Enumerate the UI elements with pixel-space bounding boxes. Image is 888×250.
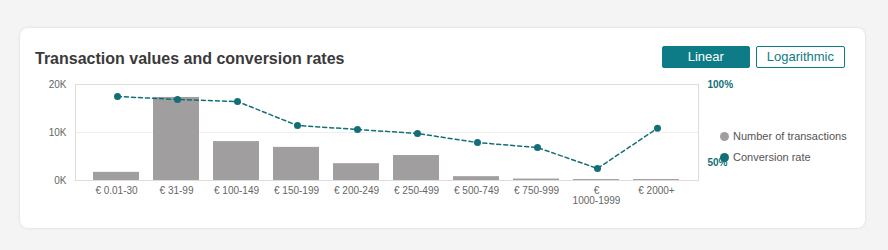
html-text:Conversion rate: Conversion rate xyxy=(733,151,811,163)
svg-text:€ 100-149: € 100-149 xyxy=(214,185,259,196)
html-text:Number of transactions: Number of transactions xyxy=(733,130,847,142)
svg-text:50%: 50% xyxy=(707,156,728,168)
svg-text:€ 0.01-30: € 0.01-30 xyxy=(95,185,138,196)
svg-text:100%: 100% xyxy=(708,79,734,90)
svg-text:€ 750-999: € 750-999 xyxy=(514,185,559,196)
svg-text:€ 2000+: € 2000+ xyxy=(638,185,675,196)
svg-text:€ 200-249: € 200-249 xyxy=(334,185,379,196)
svg-text:10K: 10K xyxy=(49,127,67,138)
svg-text:€1000-1999: €1000-1999 xyxy=(573,185,621,206)
html-text:Linear: Linear xyxy=(687,49,724,64)
svg-text:20K: 20K xyxy=(49,79,67,90)
svg-text:€ 250-499: € 250-499 xyxy=(394,185,439,196)
svg-text:€ 31-99: € 31-99 xyxy=(160,185,194,196)
svg-text:€ 150-199: € 150-199 xyxy=(274,185,319,196)
html-text:Transaction values and convers: Transaction values and conversion rates xyxy=(35,50,345,67)
svg-text:0K: 0K xyxy=(54,175,67,186)
html-text:Logarithmic: Logarithmic xyxy=(766,49,834,64)
svg-text:€ 500-749: € 500-749 xyxy=(454,185,499,196)
